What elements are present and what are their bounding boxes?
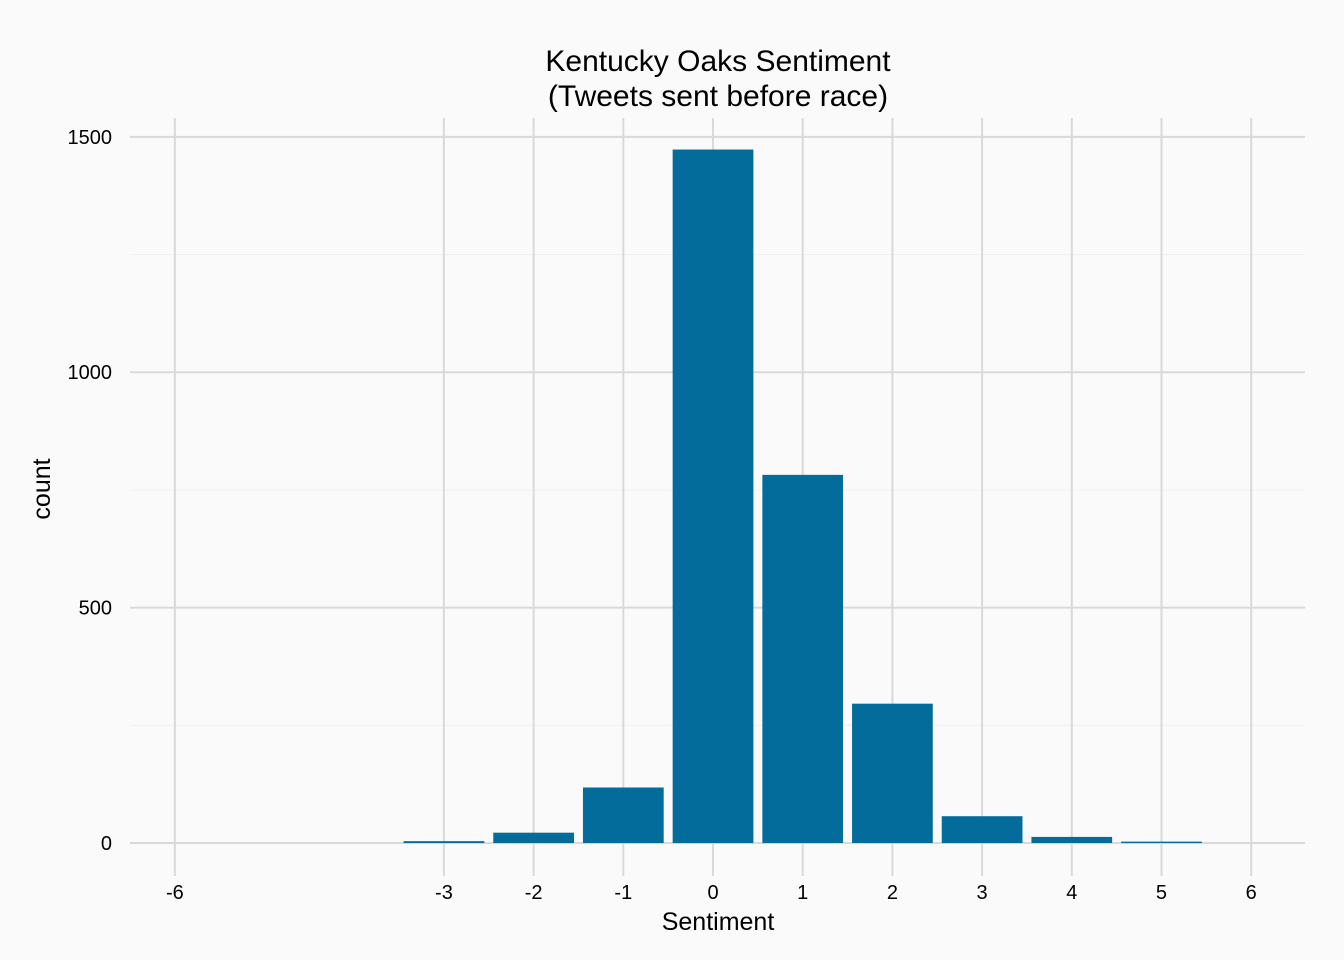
x-tick-label: 4 [1066,882,1077,904]
chart-title: Kentucky Oaks Sentiment [545,45,891,78]
y-tick-label: 1500 [68,127,113,149]
y-axis-title: count [28,458,56,519]
bar [582,787,664,844]
chart-subtitle: (Tweets sent before race) [548,80,888,113]
x-tick-label: 1 [797,882,808,904]
x-tick-label: 3 [977,882,988,904]
x-tick-label: 5 [1156,882,1167,904]
y-tick-label: 500 [79,598,112,620]
y-tick-labels: 0 500 1000 1500 [68,127,113,855]
x-tick-label: -6 [166,882,184,904]
y-tick-label: 0 [101,833,112,855]
x-tick-label: 6 [1246,882,1257,904]
bar [672,149,754,844]
x-tick-label: 0 [707,882,718,904]
y-tick-label: 1000 [68,362,113,384]
bar [493,832,574,844]
bars [403,149,1202,844]
x-axis-title: Sentiment [662,908,775,936]
bar [1121,841,1202,844]
bar [941,816,1023,844]
x-tick-label: -1 [614,882,632,904]
bar [1031,836,1113,844]
x-tick-label: -2 [525,882,543,904]
bar [852,703,933,844]
x-tick-label: 2 [887,882,898,904]
bar [403,841,485,844]
bar [762,474,844,844]
x-tick-label: -3 [435,882,453,904]
x-tick-labels: -6 -3 -2 -1 0 1 2 3 4 5 6 [166,882,1257,904]
